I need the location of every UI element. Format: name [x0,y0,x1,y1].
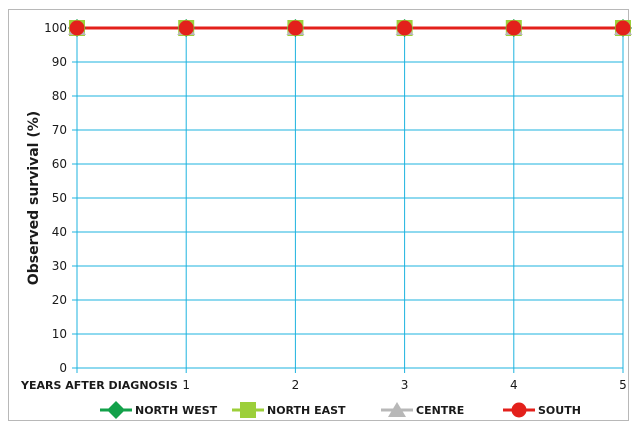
legend-marker-centre [388,402,406,417]
y-tick-label: 40 [52,225,67,239]
chart-frame [8,9,629,421]
legend-marker-north-west [107,401,125,419]
y-tick-label: 0 [59,361,67,375]
x-tick-label: 1 [182,378,190,392]
grid-lines [77,27,624,368]
legend-marker-north-east [240,402,256,418]
axes [72,27,624,373]
y-axis-title: Observed survival (%) [26,111,42,285]
y-tick-label: 50 [52,191,67,205]
y-tick-label: 100 [44,21,67,35]
x-axis-title: YEARS AFTER DIAGNOSIS [20,379,178,392]
y-tick-label: 60 [52,157,67,171]
data-point-south [397,20,413,36]
y-tick-label: 70 [52,123,67,137]
legend: NORTH WEST NORTH EAST CENTRE SOUTH [100,401,581,419]
legend-label: SOUTH [538,404,581,417]
legend-label: CENTRE [416,404,464,417]
x-tick-label: 2 [292,378,300,392]
data-point-south [69,20,85,36]
x-tick-label: 4 [510,378,518,392]
x-tick-label: 3 [401,378,409,392]
series-markers [68,19,632,37]
y-tick-label: 10 [52,327,67,341]
data-point-south [506,20,522,36]
legend-label: NORTH EAST [267,404,346,417]
y-tick-label: 90 [52,55,67,69]
y-tick-label: 20 [52,293,67,307]
data-point-south [287,20,303,36]
y-tick-label: 80 [52,89,67,103]
data-point-south [178,20,194,36]
legend-label: NORTH WEST [135,404,218,417]
legend-marker-south [511,402,527,418]
data-point-south [615,20,631,36]
x-tick-label: 5 [619,378,627,392]
legend-item-north-east: NORTH EAST [232,402,346,418]
legend-item-south: SOUTH [503,402,581,418]
y-tick-label: 30 [52,259,67,273]
legend-item-north-west: NORTH WEST [100,401,218,419]
legend-item-centre: CENTRE [381,402,464,417]
tick-labels: 0 10 20 30 40 50 60 70 80 90 100 1 2 3 4 5 [44,21,627,392]
